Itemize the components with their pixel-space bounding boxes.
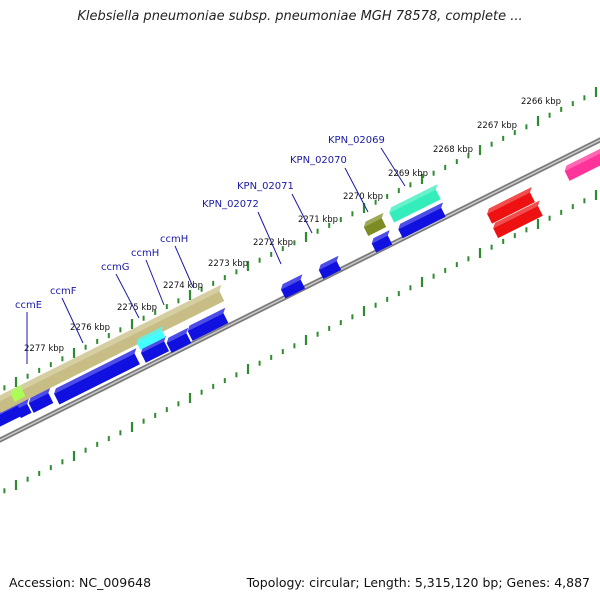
gene-feature[interactable]	[317, 255, 345, 279]
gene-feature-face	[0, 291, 225, 413]
gene-label: ccmE	[15, 300, 42, 311]
gene-feature-face	[280, 279, 306, 299]
gene-feature[interactable]	[0, 284, 229, 413]
gene-feature-top	[363, 212, 384, 228]
gene-leader-line	[380, 147, 406, 187]
gene-feature-face	[371, 235, 393, 253]
gene-label: KPN_02071	[237, 181, 294, 192]
kbp-label: 2273 kbp	[208, 259, 248, 269]
gene-feature[interactable]	[279, 274, 309, 299]
gene-label: KPN_02069	[328, 135, 385, 146]
gene-feature-top	[389, 184, 438, 213]
kbp-label: 2276 kbp	[70, 323, 110, 333]
gene-leader-line	[174, 245, 194, 288]
gene-feature-face	[363, 218, 387, 236]
gene-feature-face	[140, 341, 170, 363]
kbp-label: 2272 kbp	[253, 238, 293, 248]
gene-feature[interactable]	[139, 335, 173, 363]
gene-leader-line	[145, 259, 165, 306]
kbp-label: 2269 kbp	[388, 169, 428, 179]
gene-label: ccmG	[101, 262, 130, 273]
genome-summary: Topology: circular; Length: 5,315,120 bp…	[246, 575, 590, 590]
gene-feature-face	[136, 330, 166, 350]
gene-feature-top	[280, 274, 303, 290]
gene-feature-top	[371, 230, 390, 244]
gene-leader-line	[344, 167, 369, 213]
gene-feature-face	[318, 261, 342, 279]
kbp-label: 2274 kbp	[163, 281, 203, 291]
gene-feature[interactable]	[135, 326, 168, 350]
gene-feature[interactable]	[186, 307, 232, 341]
gene-feature[interactable]	[485, 186, 538, 224]
gene-feature-top	[564, 147, 600, 172]
gene-feature-face	[187, 313, 229, 341]
gene-leader-line	[257, 211, 282, 265]
kbp-label: 2271 kbp	[298, 215, 338, 225]
gene-feature[interactable]	[52, 348, 143, 405]
gene-feature-face	[0, 405, 23, 431]
gene-feature-face	[398, 207, 446, 239]
gene-feature-top	[187, 307, 226, 332]
gene-feature[interactable]	[563, 147, 600, 181]
gene-feature-top	[318, 255, 339, 271]
gene-feature-face	[166, 333, 192, 353]
gene-feature-top	[140, 335, 166, 353]
gene-label: ccmH	[160, 234, 188, 245]
gene-label: ccmH	[131, 248, 159, 259]
gene-feature-top	[487, 186, 532, 214]
gene-leader-line	[291, 193, 313, 234]
kbp-label: 2267 kbp	[477, 121, 517, 131]
gene-feature[interactable]	[165, 327, 195, 353]
gene-leader-line	[115, 273, 140, 319]
gene-leader-line	[61, 297, 84, 344]
gene-feature[interactable]	[9, 384, 28, 402]
gene-feature-top	[166, 327, 189, 344]
gene-feature-face	[487, 192, 535, 224]
gene-feature-top	[0, 284, 222, 403]
gene-feature-face	[389, 189, 441, 223]
accession-text: Accession: NC_009648	[9, 575, 152, 590]
gene-feature-top	[10, 384, 23, 394]
gene-label: KPN_02072	[202, 199, 259, 210]
gene-feature[interactable]	[362, 212, 390, 236]
kbp-label: 2268 kbp	[433, 145, 473, 155]
gene-feature-top	[493, 200, 540, 229]
kbp-label: 2266 kbp	[521, 97, 561, 107]
gene-feature-face	[10, 388, 26, 402]
gene-feature[interactable]	[370, 230, 396, 253]
gene-feature[interactable]	[27, 387, 57, 413]
gene-label: KPN_02070	[290, 155, 347, 166]
gene-feature-top	[28, 387, 51, 404]
kbp-label: 2270 kbp	[343, 192, 383, 202]
map-title: Klebsiella pneumoniae subsp. pneumoniae …	[77, 9, 523, 24]
gene-feature[interactable]	[397, 202, 450, 239]
gene-feature-face	[28, 393, 54, 413]
gene-feature-face	[493, 205, 543, 239]
kbp-label: 2275 kbp	[117, 303, 157, 313]
gene-feature-face	[54, 353, 140, 405]
gene-feature-top	[16, 398, 29, 410]
gene-feature[interactable]	[387, 184, 444, 223]
gene-label: ccmF	[50, 286, 77, 297]
gene-feature-top	[136, 326, 164, 343]
gene-feature-face	[564, 153, 600, 181]
gene-feature[interactable]	[491, 200, 546, 239]
gene-feature-top	[398, 202, 444, 230]
gene-feature-top	[54, 348, 137, 394]
kbp-label: 2277 kbp	[24, 344, 64, 354]
